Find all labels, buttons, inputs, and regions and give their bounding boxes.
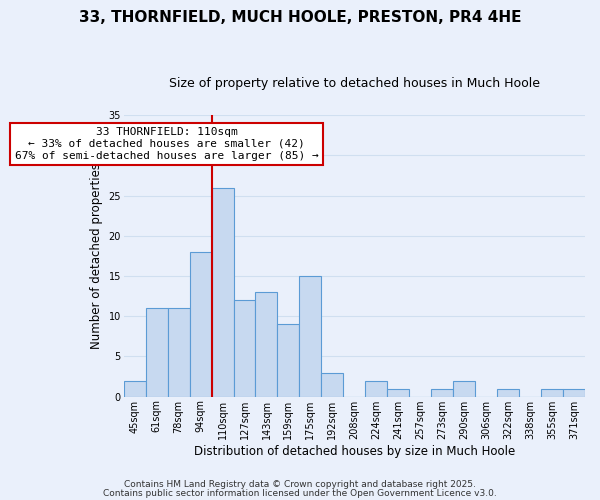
Bar [563, 388, 585, 396]
Bar [541, 388, 563, 396]
Y-axis label: Number of detached properties: Number of detached properties [90, 163, 103, 349]
Bar [233, 300, 256, 396]
Bar [212, 188, 233, 396]
Bar [124, 380, 146, 396]
Bar [453, 380, 475, 396]
Bar [277, 324, 299, 396]
Text: Contains HM Land Registry data © Crown copyright and database right 2025.: Contains HM Land Registry data © Crown c… [124, 480, 476, 489]
Bar [167, 308, 190, 396]
Bar [256, 292, 277, 397]
Bar [497, 388, 519, 396]
Bar [365, 380, 387, 396]
Text: Contains public sector information licensed under the Open Government Licence v3: Contains public sector information licen… [103, 489, 497, 498]
Bar [387, 388, 409, 396]
Bar [146, 308, 167, 396]
Title: Size of property relative to detached houses in Much Hoole: Size of property relative to detached ho… [169, 78, 540, 90]
Bar [190, 252, 212, 396]
Bar [299, 276, 322, 396]
Text: 33, THORNFIELD, MUCH HOOLE, PRESTON, PR4 4HE: 33, THORNFIELD, MUCH HOOLE, PRESTON, PR4… [79, 10, 521, 25]
Bar [431, 388, 453, 396]
X-axis label: Distribution of detached houses by size in Much Hoole: Distribution of detached houses by size … [194, 444, 515, 458]
Text: 33 THORNFIELD: 110sqm
← 33% of detached houses are smaller (42)
67% of semi-deta: 33 THORNFIELD: 110sqm ← 33% of detached … [14, 128, 319, 160]
Bar [322, 372, 343, 396]
